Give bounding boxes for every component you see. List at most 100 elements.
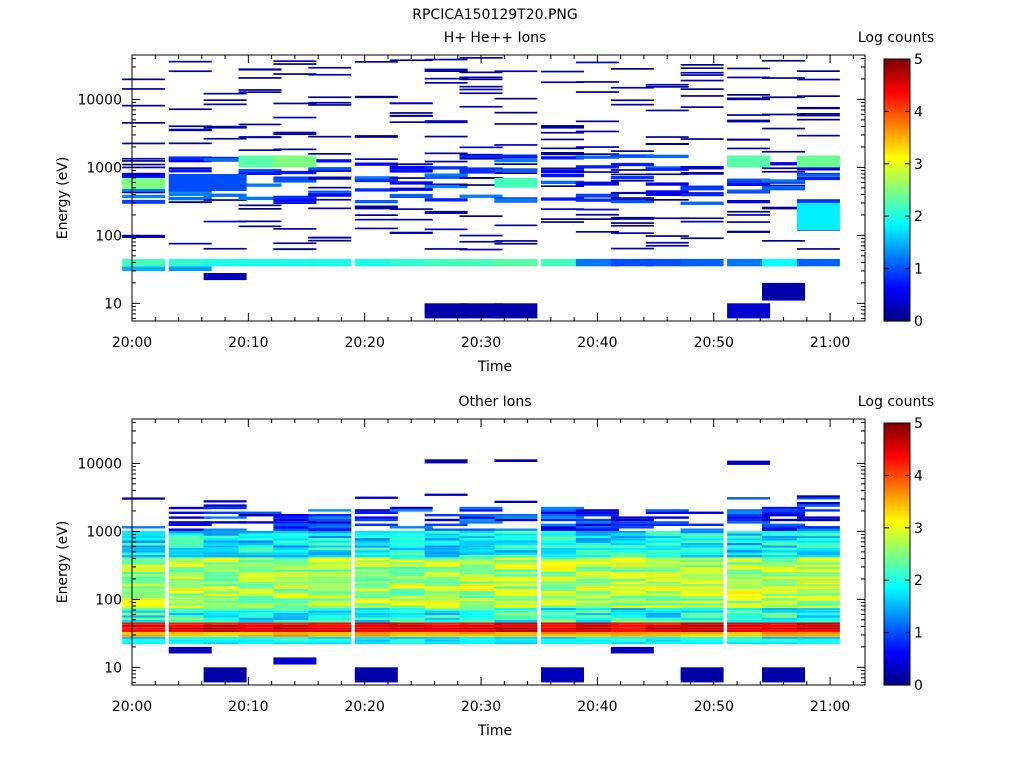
heatmap-cell (762, 207, 805, 210)
heatmap-cell (168, 579, 212, 582)
heatmap-cell (308, 178, 352, 180)
heatmap-cell (494, 610, 538, 613)
heatmap-cell (727, 530, 771, 534)
heatmap-cell (203, 158, 247, 162)
heatmap-cell (308, 159, 352, 163)
heatmap-cell (541, 147, 584, 150)
heatmap-cell (680, 622, 724, 625)
heatmap-cell (494, 598, 538, 601)
heatmap-cell (203, 617, 247, 620)
heatmap-cell (238, 208, 282, 210)
heatmap-cell (645, 574, 689, 577)
heatmap-cell (308, 634, 352, 637)
heatmap-cell (308, 540, 352, 543)
heatmap-cell (389, 617, 433, 620)
heatmap-cell (645, 622, 689, 625)
heatmap-cell (459, 624, 503, 628)
colorbar-swatch (884, 163, 910, 167)
colorbar-swatch (884, 229, 910, 233)
heatmap-cell (645, 595, 689, 599)
heatmap-cell (762, 258, 805, 267)
heatmap-cell (203, 550, 247, 553)
heatmap-cell (203, 612, 247, 616)
heatmap-cell (238, 607, 282, 611)
heatmap-cell (541, 258, 584, 267)
heatmap-cell (168, 620, 212, 623)
heatmap-cell (122, 641, 166, 645)
heatmap-cell (203, 545, 247, 548)
heatmap-cell (541, 605, 584, 608)
heatmap-cell (575, 523, 619, 526)
heatmap-cell (575, 629, 619, 632)
colorbar-swatch (884, 224, 910, 228)
heatmap-cell (424, 610, 468, 613)
heatmap-cell (494, 123, 538, 125)
heatmap-cell (762, 595, 805, 599)
heatmap-cell (389, 526, 433, 529)
colorbar-swatch (884, 503, 910, 507)
colorbar-swatch (884, 442, 910, 446)
heatmap-cell (238, 574, 282, 577)
heatmap-cell (645, 562, 689, 565)
heatmap-cell (541, 667, 584, 683)
heatmap-cell (727, 571, 771, 575)
colorbar-swatch (884, 663, 910, 666)
heatmap-cell (459, 605, 503, 608)
heatmap-cell (122, 557, 166, 560)
heatmap-cell (308, 617, 352, 620)
heatmap-cell (273, 155, 317, 168)
heatmap-cell (238, 603, 282, 606)
colorbar-swatch (884, 196, 910, 200)
heatmap-cell (168, 258, 212, 267)
heatmap-cell (459, 620, 503, 623)
colorbar-swatch (884, 246, 910, 250)
heatmap-cell (610, 526, 654, 529)
heatmap-cell (389, 603, 433, 606)
x-tick-label: 20:20 (345, 699, 385, 715)
heatmap-cell (494, 540, 538, 543)
colorbar-swatch (884, 608, 910, 612)
heatmap-cell (645, 83, 689, 86)
heatmap-cell (610, 550, 654, 553)
heatmap-cell (354, 206, 398, 208)
heatmap-cell (308, 632, 352, 635)
colorbar-swatch (884, 556, 910, 559)
heatmap-cell (273, 557, 317, 560)
heatmap-cell (424, 629, 468, 632)
heatmap-cell (354, 218, 398, 221)
heatmap-cell (168, 574, 212, 577)
heatmap-cell (308, 552, 352, 555)
heatmap-cell (459, 146, 503, 149)
colorbar-swatch (884, 146, 910, 150)
heatmap-cell (308, 610, 352, 613)
colorbar-swatch (884, 460, 910, 463)
axes: 20:00 20:10 20:20 20:30 20:40 20:50 21:0010100… (77, 55, 865, 351)
heatmap-cell (541, 533, 584, 536)
colorbar-swatch (884, 617, 910, 621)
heatmap-cell (459, 542, 503, 546)
heatmap-cell (796, 634, 840, 637)
heatmap-cell (273, 571, 317, 575)
heatmap-cell (541, 208, 584, 210)
heatmap-cell (727, 605, 771, 608)
heatmap-cell (238, 155, 282, 168)
x-axis-label: Time (477, 723, 512, 739)
heatmap-cell (354, 200, 398, 204)
colorbar-tick-label: 0 (914, 314, 923, 330)
heatmap-cell (762, 564, 805, 567)
colorbar-swatch (884, 623, 910, 627)
heatmap-cell (203, 593, 247, 596)
colorbar-swatch (884, 74, 910, 78)
heatmap-cell (308, 523, 352, 526)
colorbar-swatch (884, 484, 910, 487)
heatmap-cell (168, 562, 212, 565)
heatmap-cell (389, 571, 433, 575)
heatmap-cell (273, 545, 317, 548)
heatmap-cell (575, 514, 619, 517)
heatmap-cell (680, 636, 724, 640)
heatmap-cell (273, 639, 317, 642)
heatmap-cell (459, 516, 503, 519)
heatmap-cell (494, 620, 538, 623)
heatmap-cell (762, 600, 805, 604)
heatmap-cell (308, 186, 352, 189)
